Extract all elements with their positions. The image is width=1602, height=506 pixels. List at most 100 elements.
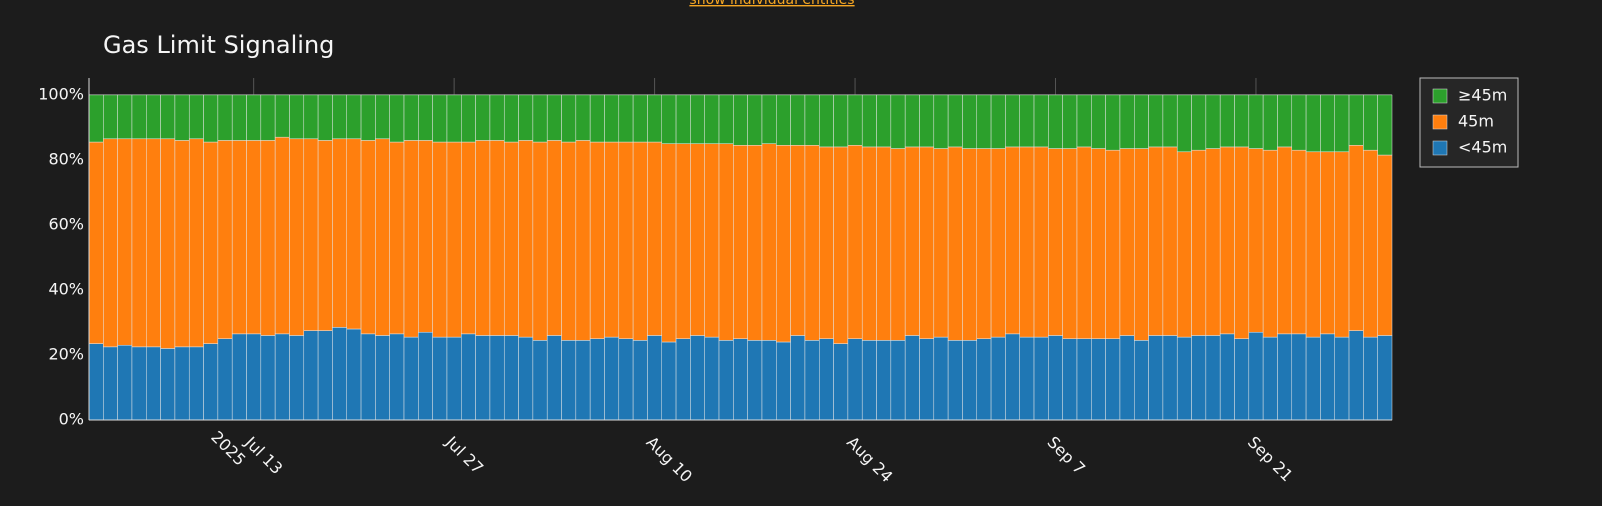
bar-segment xyxy=(346,94,362,140)
bar-segment xyxy=(618,141,634,339)
y-tick-label: 80% xyxy=(48,149,84,168)
bar-segment xyxy=(890,340,906,421)
bar-segment xyxy=(561,340,577,421)
bar-segment xyxy=(904,94,920,148)
bar-segment xyxy=(1234,94,1250,148)
bar-segment xyxy=(1076,146,1092,339)
bar-segment xyxy=(389,333,405,421)
bar-segment xyxy=(1062,148,1078,339)
bar-segment xyxy=(1191,335,1207,421)
bar-segment xyxy=(231,94,247,141)
bar-segment xyxy=(833,94,849,148)
bar-segment xyxy=(1363,94,1378,151)
bar-segment xyxy=(375,335,390,421)
bar-segment xyxy=(1048,335,1063,421)
bar-segment xyxy=(819,338,834,421)
bar-segment xyxy=(375,94,390,140)
bar-segment xyxy=(174,346,190,421)
bar-segment xyxy=(1162,94,1178,148)
bar-segment xyxy=(575,94,591,141)
bar-segment xyxy=(88,343,104,421)
bar-segment xyxy=(317,94,333,141)
bar-segment xyxy=(1277,333,1293,421)
bar-segment xyxy=(88,141,104,344)
bar-segment xyxy=(461,333,476,421)
bar-segment xyxy=(919,94,935,148)
bar-segment xyxy=(117,344,133,421)
bar-segment xyxy=(1363,336,1378,421)
bar-segment xyxy=(847,338,863,421)
bar-segment xyxy=(990,148,1006,338)
bar-segment xyxy=(217,140,233,339)
bar-segment xyxy=(947,340,963,421)
bar-segment xyxy=(546,140,562,336)
bar-segment xyxy=(761,340,777,421)
show-entities-link[interactable]: show individual entities xyxy=(689,0,854,8)
bar-segment xyxy=(1262,149,1278,338)
bar-segment xyxy=(188,94,204,140)
bar-segment xyxy=(117,138,133,346)
bar-segment xyxy=(618,338,634,421)
bar-segment xyxy=(1205,148,1221,336)
bar-segment xyxy=(503,141,519,336)
bar-segment xyxy=(876,146,892,341)
bar-segment xyxy=(1277,94,1293,148)
bar-segment xyxy=(804,94,820,146)
bar-segment xyxy=(1148,94,1164,148)
bar-segment xyxy=(890,148,906,341)
bar-segment xyxy=(1005,333,1020,421)
bar-segment xyxy=(1091,148,1106,339)
bar-segment xyxy=(661,143,677,343)
bar-segment xyxy=(632,340,648,421)
bar-segment xyxy=(475,335,491,421)
bar-segment xyxy=(876,340,892,421)
bar-segment xyxy=(575,340,591,421)
bar-segment xyxy=(1191,94,1207,151)
bar-segment xyxy=(489,94,505,141)
bar-segment xyxy=(1291,333,1307,421)
bar-segment xyxy=(303,330,319,421)
bar-segment xyxy=(1248,94,1264,149)
bar-segment xyxy=(103,346,118,421)
bar-segment xyxy=(289,94,305,140)
bar-segment xyxy=(532,340,548,421)
bar-segment xyxy=(690,94,705,144)
bar-segment xyxy=(589,94,605,143)
bar-segment xyxy=(575,140,591,341)
bar-segment xyxy=(690,335,705,421)
legend-label: <45m xyxy=(1458,138,1507,157)
bar-segment xyxy=(1105,149,1121,339)
bar-segment xyxy=(546,94,562,141)
bar-segment xyxy=(103,138,118,348)
bar-segment xyxy=(962,148,978,341)
bar-segment xyxy=(1377,154,1393,336)
bar-segment xyxy=(819,146,834,339)
bar-segment xyxy=(174,140,190,348)
bar-segment xyxy=(1162,146,1178,336)
bar-segment xyxy=(1091,338,1106,421)
bar-segment xyxy=(833,343,849,421)
bar-segment xyxy=(403,140,419,338)
bar-segment xyxy=(1248,148,1264,333)
bar-segment xyxy=(188,138,204,348)
bar-segment xyxy=(489,335,505,421)
bar-segment xyxy=(217,94,233,141)
bar-segment xyxy=(503,335,519,421)
bar-segment xyxy=(632,141,648,341)
bar-segment xyxy=(146,94,161,140)
bar-segment xyxy=(1377,335,1393,421)
bar-segment xyxy=(303,138,319,331)
bar-segment xyxy=(131,94,147,140)
bar-segment xyxy=(403,94,419,141)
bar-segment xyxy=(1176,336,1192,421)
bar-segment xyxy=(976,94,992,149)
bar-segment xyxy=(403,336,419,421)
bar-segment xyxy=(647,335,662,421)
bar-segment xyxy=(532,94,548,143)
bar-segment xyxy=(274,94,290,138)
bar-segment xyxy=(1119,94,1135,149)
bar-segment xyxy=(274,333,290,421)
bar-segment xyxy=(561,141,577,341)
bar-segment xyxy=(346,138,362,330)
bar-segment xyxy=(1176,94,1192,153)
